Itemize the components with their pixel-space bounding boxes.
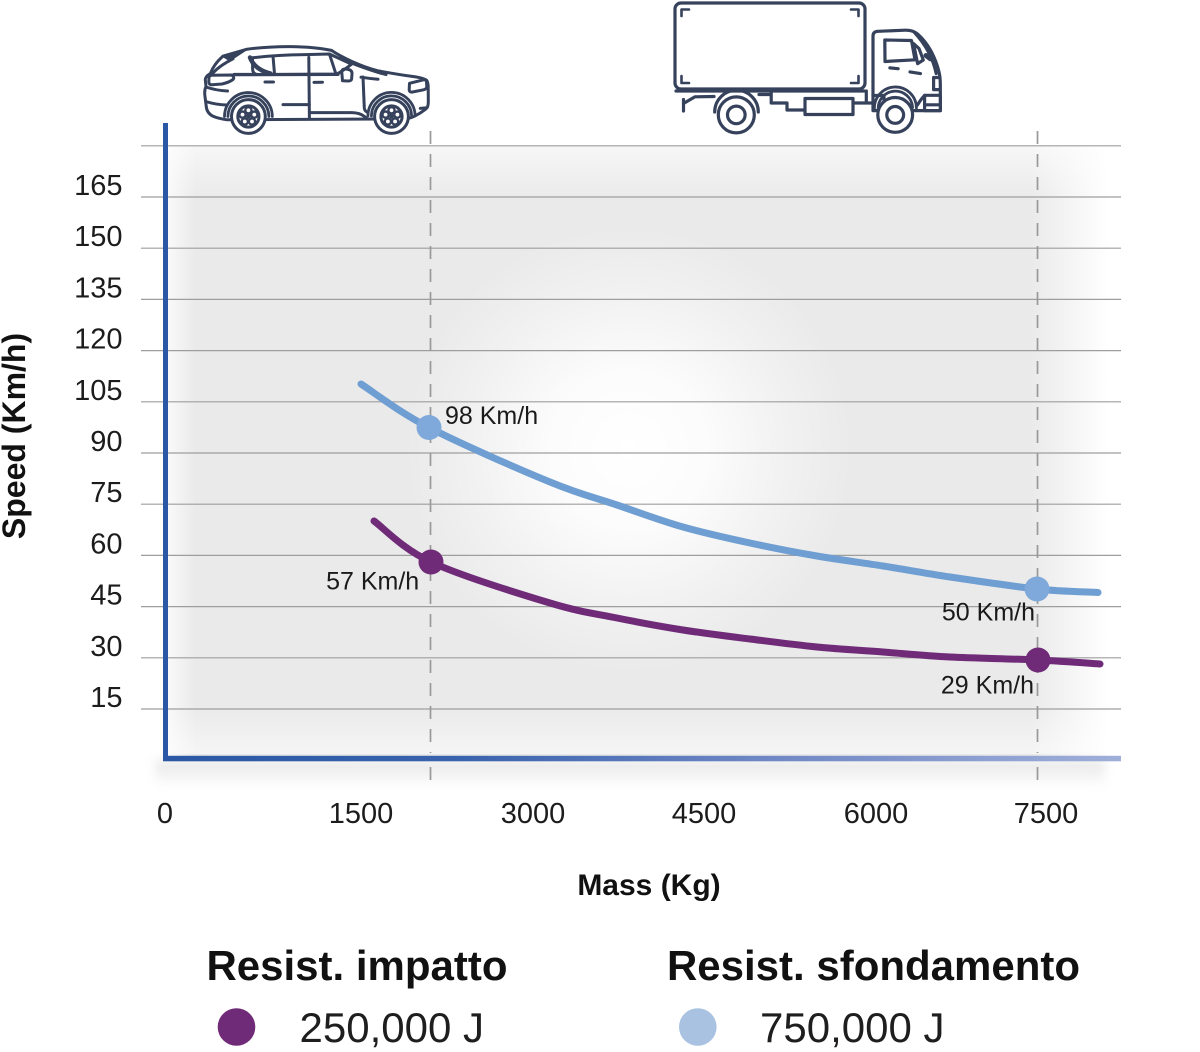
svg-text:750,000 J: 750,000 J	[760, 1004, 945, 1051]
svg-text:Resist. sfondamento: Resist. sfondamento	[667, 942, 1080, 989]
svg-text:15: 15	[90, 682, 122, 714]
svg-text:Mass (Kg): Mass (Kg)	[577, 869, 720, 902]
svg-text:29 Km/h: 29 Km/h	[941, 671, 1034, 699]
svg-text:7500: 7500	[1014, 798, 1079, 830]
svg-text:60: 60	[90, 528, 122, 560]
svg-text:150: 150	[74, 221, 122, 253]
svg-text:30: 30	[90, 631, 122, 663]
svg-text:165: 165	[74, 170, 122, 202]
svg-text:3000: 3000	[501, 798, 566, 830]
svg-text:4500: 4500	[672, 798, 737, 830]
svg-text:Speed (Km/h): Speed (Km/h)	[0, 333, 32, 539]
svg-text:6000: 6000	[844, 798, 909, 830]
svg-text:Resist. impatto: Resist. impatto	[206, 942, 507, 989]
svg-text:120: 120	[74, 324, 122, 356]
svg-text:50 Km/h: 50 Km/h	[942, 598, 1035, 626]
svg-text:45: 45	[90, 580, 122, 612]
svg-text:250,000 J: 250,000 J	[300, 1004, 485, 1051]
svg-text:1500: 1500	[329, 798, 394, 830]
svg-text:0: 0	[157, 798, 173, 830]
svg-text:90: 90	[90, 426, 122, 458]
svg-text:135: 135	[74, 272, 122, 304]
svg-text:98 Km/h: 98 Km/h	[445, 402, 538, 430]
svg-text:105: 105	[74, 375, 122, 407]
svg-text:75: 75	[90, 477, 122, 509]
svg-text:57 Km/h: 57 Km/h	[326, 568, 419, 596]
